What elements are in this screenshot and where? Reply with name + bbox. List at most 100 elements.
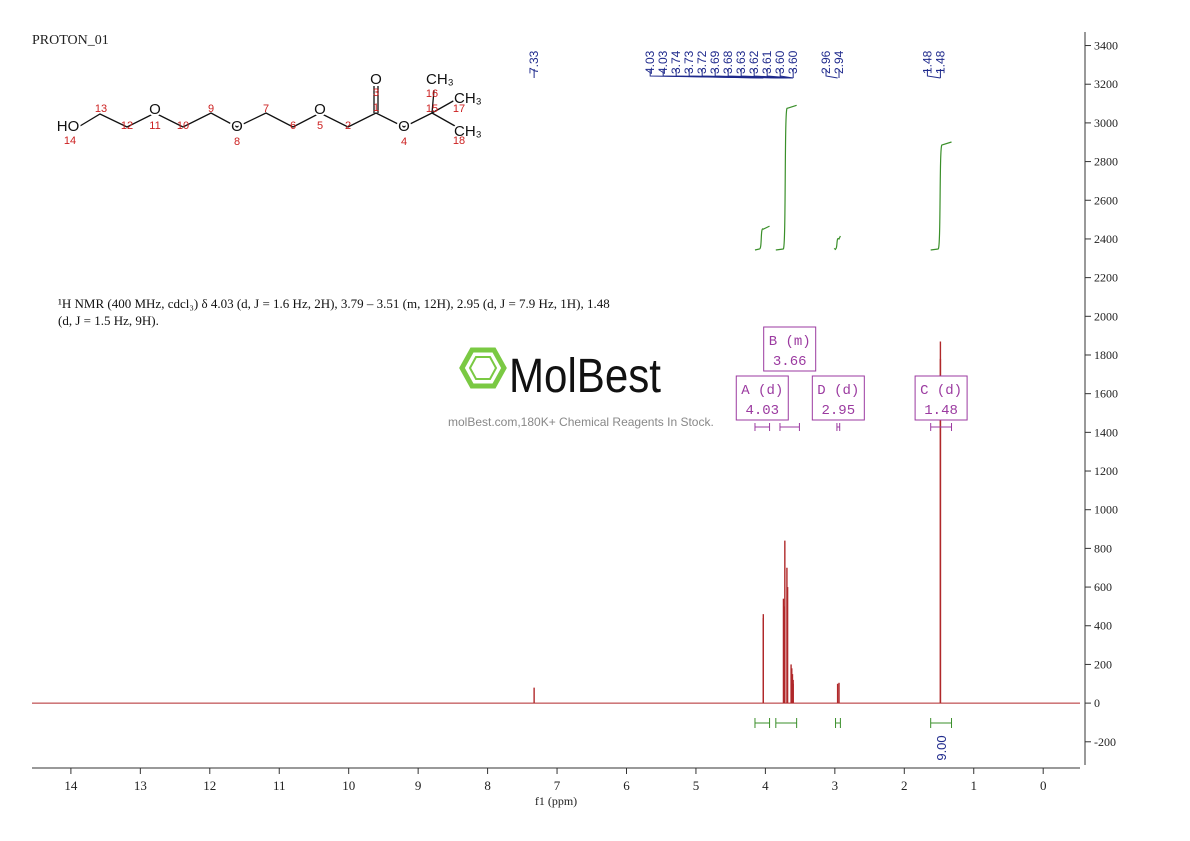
nmr-description: ¹H NMR (400 MHz, cdcl₃) δ 4.03 (d, J = 1… xyxy=(58,296,610,328)
atom-number: 12 xyxy=(121,120,133,132)
multiplet-label: B (m) xyxy=(769,334,811,350)
y-tick-label: 3000 xyxy=(1094,116,1118,130)
atom-number: 10 xyxy=(177,120,189,132)
x-tick-label: 4 xyxy=(762,778,769,793)
multiplet-box xyxy=(735,375,789,421)
peak-label: 1.48 xyxy=(920,50,934,74)
atom-label: O xyxy=(231,118,243,135)
atom-number: 4 xyxy=(401,136,407,148)
logo-ring xyxy=(468,356,498,380)
y-tick-label: 2800 xyxy=(1094,155,1118,169)
y-tick-label: 2400 xyxy=(1094,232,1118,246)
x-tick-label: 9 xyxy=(415,778,422,793)
watermark-brand: MolBest xyxy=(509,350,661,403)
x-axis-label: f1 (ppm) xyxy=(535,794,577,808)
y-tick-label: 1800 xyxy=(1094,348,1118,362)
peak-label: 3.60 xyxy=(786,50,800,74)
y-tick-label: 3200 xyxy=(1094,77,1118,91)
logo xyxy=(459,347,507,389)
multiplet-shift: 1.48 xyxy=(924,403,958,419)
multiplet-label: C (d) xyxy=(920,383,962,399)
peak-label: 2.94 xyxy=(832,50,846,74)
x-tick-label: 3 xyxy=(832,778,839,793)
peak-label: 3.63 xyxy=(734,50,748,74)
integral-curve xyxy=(754,225,770,251)
y-tick-label: 2200 xyxy=(1094,271,1118,285)
multiplet-shift: 3.66 xyxy=(773,354,807,370)
peak-label: 4.03 xyxy=(656,50,670,74)
peak-connector xyxy=(766,69,793,79)
peak-label: 3.73 xyxy=(682,50,696,74)
peak-label: 3.60 xyxy=(773,50,787,74)
y-tick-label: 0 xyxy=(1094,696,1100,710)
atom-number: 8 xyxy=(234,136,240,148)
multiplet-label: D (d) xyxy=(817,383,859,399)
peak-connector xyxy=(926,69,941,79)
peak-connector xyxy=(779,69,794,79)
atom-number: 15 xyxy=(426,103,438,115)
integral-label: 9.00 xyxy=(934,735,949,760)
integral-curve xyxy=(775,104,797,251)
x-tick-label: 13 xyxy=(134,778,147,793)
peak-connector xyxy=(825,69,838,79)
atom-label: CH₃ xyxy=(454,90,482,107)
y-tick-label: 400 xyxy=(1094,619,1112,633)
peak-label: 3.68 xyxy=(721,50,735,74)
y-tick-label: 1200 xyxy=(1094,464,1118,478)
multiplet-box xyxy=(811,375,865,421)
atom-number: 6 xyxy=(290,120,296,132)
x-tick-label: 2 xyxy=(901,778,908,793)
atom-number: 1 xyxy=(373,102,379,114)
atom-number: 7 xyxy=(263,103,269,115)
chart-title: PROTON_01 xyxy=(32,33,109,48)
atom-number: 17 xyxy=(453,103,465,115)
x-tick-label: 7 xyxy=(554,778,561,793)
atom-label: CH₃ xyxy=(426,71,454,88)
atom-label: CH₃ xyxy=(454,123,482,140)
peak-label: 3.62 xyxy=(747,50,761,74)
y-tick-label: 600 xyxy=(1094,580,1112,594)
y-tick-label: 3400 xyxy=(1094,39,1118,53)
x-tick-label: 10 xyxy=(342,778,355,793)
atom-number: 14 xyxy=(64,135,76,147)
multiplet-box xyxy=(763,326,817,372)
peak-label: 3.69 xyxy=(708,50,722,74)
peak-label: 2.96 xyxy=(819,50,833,74)
peak-connector xyxy=(753,69,792,79)
multiplet-shift: 4.03 xyxy=(745,403,779,419)
x-tick-label: 1 xyxy=(970,778,977,793)
multiplet-box xyxy=(914,375,968,421)
logo-hexagon xyxy=(459,347,507,389)
y-tick-label: 2000 xyxy=(1094,309,1118,323)
peak-label: 3.61 xyxy=(760,50,774,74)
bond xyxy=(431,112,456,127)
y-tick-label: 1600 xyxy=(1094,387,1118,401)
multiplet-label: A (d) xyxy=(741,383,783,399)
peak-label: 3.72 xyxy=(695,50,709,74)
atom-number: 5 xyxy=(317,120,323,132)
atom-label: O xyxy=(398,118,410,135)
peak-label: 1.48 xyxy=(933,50,947,74)
atom-number: 2 xyxy=(345,120,351,132)
watermark-tagline: molBest.com,180K+ Chemical Reagents In S… xyxy=(448,415,714,429)
y-tick-label: 2600 xyxy=(1094,193,1118,207)
x-tick-label: 11 xyxy=(273,778,286,793)
integral-curve xyxy=(833,235,841,251)
atom-number: 13 xyxy=(95,103,107,115)
x-tick-label: 6 xyxy=(623,778,630,793)
atom-label: O xyxy=(314,101,326,118)
atom-label: HO xyxy=(57,118,80,135)
atom-label: O xyxy=(149,101,161,118)
atom-label: O xyxy=(370,71,382,88)
x-tick-label: 0 xyxy=(1040,778,1047,793)
x-tick-label: 8 xyxy=(484,778,491,793)
atom-number: 11 xyxy=(149,120,160,132)
multiplet-shift: 2.95 xyxy=(822,403,856,419)
y-tick-label: 1000 xyxy=(1094,503,1118,517)
peak-label: 7.33 xyxy=(527,50,541,74)
atom-number: 9 xyxy=(208,103,214,115)
